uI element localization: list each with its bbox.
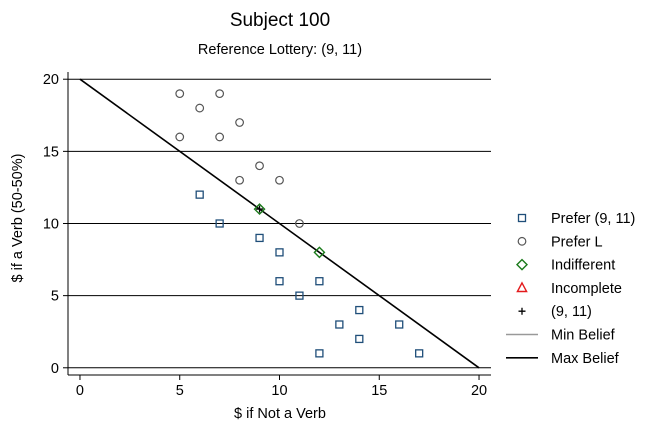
- point-diamond-2-0: [253, 203, 266, 216]
- point-circle-1-0: [175, 89, 185, 99]
- y-tick-label-0: 0: [51, 361, 59, 377]
- point-circle-1-1: [195, 103, 205, 113]
- max-belief-line: [79, 78, 480, 369]
- x-tick-label-20: 20: [471, 383, 487, 399]
- point-circle-1-5: [235, 118, 244, 127]
- legend-marker-plus: [518, 307, 526, 315]
- point-square-0-11: [395, 320, 404, 329]
- legend-label: Prefer (9, 11): [551, 211, 635, 227]
- point-circle-1-3: [175, 132, 185, 142]
- y-axis-label: $ if a Verb (50-50%): [10, 154, 26, 283]
- point-plus-4-0: [256, 205, 264, 213]
- point-circle-1-2: [215, 89, 225, 99]
- x-tick-label-5: 5: [176, 383, 184, 399]
- point-square-0-1: [215, 219, 224, 228]
- y-tick-label-15: 15: [43, 144, 59, 160]
- point-square-0-3: [275, 248, 284, 257]
- legend-label: Prefer L: [551, 234, 603, 250]
- legend-marker-square: [517, 213, 527, 223]
- point-circle-1-6: [235, 175, 244, 185]
- x-tick-label-15: 15: [371, 383, 387, 399]
- legend-marker-diamond: [516, 258, 528, 271]
- legend-marker-circle: [517, 236, 527, 246]
- x-axis-label: $ if Not a Verb: [234, 406, 326, 422]
- legend-label: Incomplete: [551, 281, 622, 297]
- y-tick-label-20: 20: [43, 72, 59, 88]
- point-square-0-7: [315, 349, 324, 358]
- legend-label: Min Belief: [551, 328, 616, 344]
- point-square-0-6: [315, 277, 324, 286]
- chart-title: Subject 100: [230, 10, 330, 31]
- plot-area: [68, 78, 491, 369]
- y-tick-label-10: 10: [43, 217, 59, 233]
- point-diamond-2-1: [313, 246, 326, 259]
- x-tick-label-10: 10: [271, 383, 287, 399]
- point-square-0-0: [195, 190, 204, 199]
- point-square-0-4: [275, 277, 284, 286]
- point-square-0-9: [355, 305, 364, 315]
- legend-marker-triangle: [516, 281, 528, 293]
- legend-label: Max Belief: [551, 351, 620, 367]
- axes: 0 5 10 15 20 0 5 10 15 20: [43, 72, 491, 399]
- legend-label: Indifferent: [551, 258, 615, 274]
- point-square-0-2: [255, 233, 264, 243]
- point-square-0-12: [415, 349, 424, 358]
- point-circle-1-4: [215, 132, 225, 142]
- point-square-0-8: [335, 320, 344, 329]
- point-square-0-5: [295, 291, 304, 300]
- point-circle-1-9: [295, 219, 304, 228]
- point-square-0-10: [355, 334, 364, 344]
- x-tick-label-0: 0: [76, 383, 84, 399]
- y-tick-label-5: 5: [51, 289, 59, 305]
- legend-label: (9, 11): [551, 304, 592, 320]
- legend: Prefer (9, 11) Prefer L Indifferent Incompl…: [506, 211, 635, 367]
- point-circle-1-8: [275, 175, 284, 185]
- chart-subtitle: Reference Lottery: (9, 11): [198, 42, 362, 58]
- point-circle-1-7: [255, 161, 264, 171]
